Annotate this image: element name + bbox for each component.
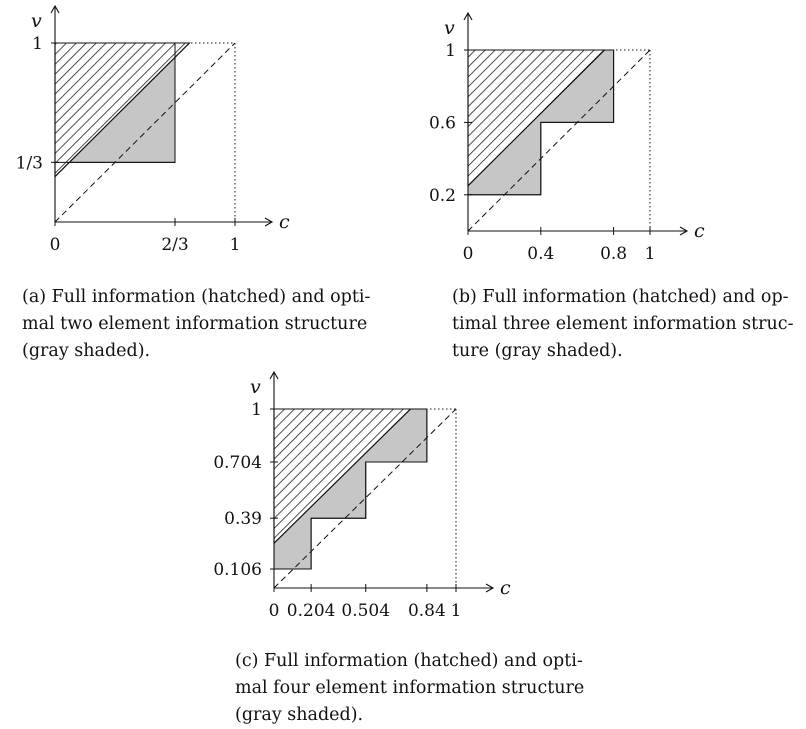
x-tick-label: 0.84 xyxy=(408,601,446,621)
y-axis-name: v xyxy=(444,17,455,39)
diagram-b: c v 0 0.4 0.8 1 0.2 0.6 1 xyxy=(429,11,705,264)
y-axis-arrow xyxy=(269,370,279,380)
x-tick-label: 1 xyxy=(230,235,241,255)
y-tick-label: 0.2 xyxy=(429,186,456,206)
y-tick-label: 0.39 xyxy=(224,509,262,529)
caption-b-line-2: timal three element information struc- xyxy=(452,314,794,334)
diagram-a: c v 0 2/3 1 1/3 1 xyxy=(16,4,290,255)
gray-outline xyxy=(273,408,428,570)
y-axis-name: v xyxy=(250,376,261,398)
caption-c-line-2: mal four element information structure xyxy=(235,678,585,698)
x-tick-label: 0.504 xyxy=(341,601,390,621)
x-tick-label: 1 xyxy=(645,244,656,264)
x-tick-label: 0 xyxy=(50,235,61,255)
caption-a-line-1: (a) Full information (hatched) and opti- xyxy=(22,287,371,307)
x-tick-label: 0.4 xyxy=(527,244,554,264)
caption-a-line-3: (gray shaded). xyxy=(22,341,151,361)
diagonal-dashed xyxy=(273,408,457,589)
caption-b-line-3: ture (gray shaded). xyxy=(452,341,623,361)
y-axis-name: v xyxy=(31,10,42,32)
x-axis-arrow xyxy=(485,583,495,593)
x-tick-label: 0.8 xyxy=(600,244,627,264)
caption-a-line-2: mal two element information structure xyxy=(22,314,368,334)
y-axis-arrow xyxy=(463,11,473,21)
x-tick-label: 2/3 xyxy=(161,235,188,255)
y-tick-label: 1 xyxy=(32,34,43,54)
x-axis-arrow xyxy=(264,217,274,227)
y-axis-arrow xyxy=(50,4,60,14)
x-axis-arrow xyxy=(679,226,689,236)
panel-a: c v 0 2/3 1 1/3 1 xyxy=(0,0,340,265)
panel-c: c v 0 0.204 0.504 0.84 1 0.106 0.39 0.704 1 xyxy=(213,370,511,621)
x-axis-name: c xyxy=(500,577,511,599)
y-tick-label: 1 xyxy=(251,400,262,420)
y-tick-label: 0.704 xyxy=(213,453,262,473)
x-tick-label: 0 xyxy=(463,244,474,264)
caption-c-line-3: (gray shaded). xyxy=(235,705,364,725)
caption-b-line-1: (b) Full information (hatched) and op- xyxy=(452,287,789,307)
caption-a: (a) Full information (hatched) and opti-… xyxy=(22,284,370,365)
caption-c: (c) Full information (hatched) and opti-… xyxy=(235,648,584,729)
x-tick-label: 0.204 xyxy=(287,601,336,621)
x-axis-name: c xyxy=(279,211,290,233)
y-tick-label: 0.106 xyxy=(213,560,262,580)
y-tick-label: 0.6 xyxy=(429,113,456,133)
panel-b: c v 0 0.4 0.8 1 0.2 0.6 1 xyxy=(0,0,806,275)
diagonal-dashed xyxy=(54,42,236,223)
caption-b: (b) Full information (hatched) and op- t… xyxy=(452,284,794,365)
x-axis-name: c xyxy=(694,220,705,242)
x-tick-label: 1 xyxy=(451,601,462,621)
caption-c-line-1: (c) Full information (hatched) and opti- xyxy=(235,651,583,671)
x-tick-label: 0 xyxy=(269,601,280,621)
diagonal-dashed xyxy=(467,49,651,232)
y-tick-label: 1/3 xyxy=(16,153,43,173)
y-tick-label: 1 xyxy=(445,41,456,61)
